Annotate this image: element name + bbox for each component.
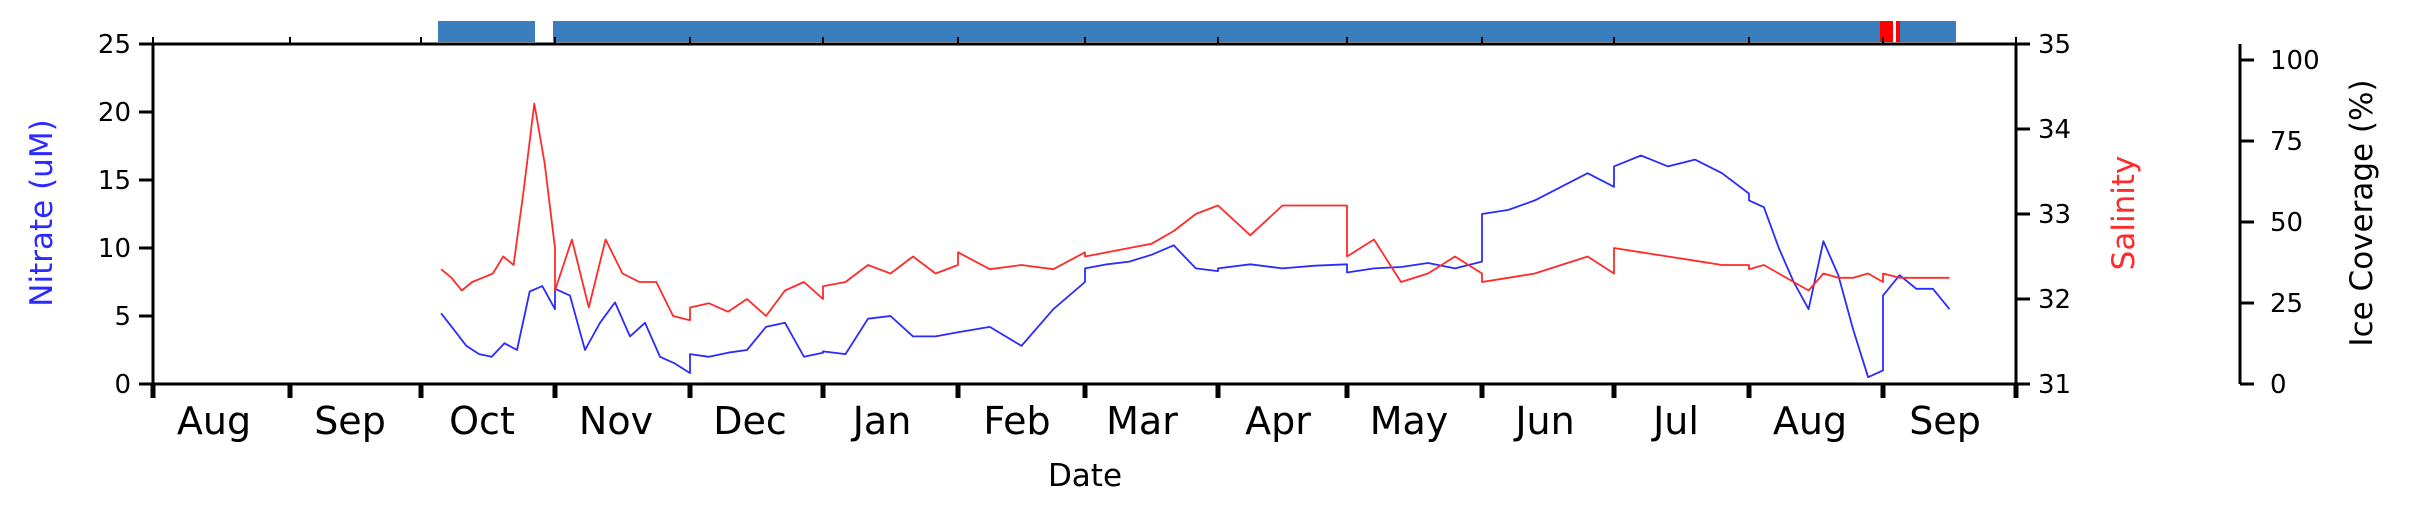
x-tick-label: Jan xyxy=(851,399,912,443)
series-layer xyxy=(440,102,1951,379)
y-right-tick-label: 33 xyxy=(2038,200,2071,230)
x-tick-label: Jul xyxy=(1651,399,1699,443)
x-tick-label: Jun xyxy=(1513,399,1574,443)
x-tick-label: Sep xyxy=(314,399,386,443)
ice-bar-gap xyxy=(1893,21,1896,42)
ice-axis-tick-label: 0 xyxy=(2270,370,2287,400)
y-left-tick-label: 10 xyxy=(98,234,131,264)
ice-axis-tick-label: 50 xyxy=(2270,208,2303,238)
y-left-tick-label: 25 xyxy=(98,30,131,60)
y-left-tick-label: 5 xyxy=(114,302,131,332)
y-left-tick-label: 0 xyxy=(114,370,131,400)
x-tick-label: Sep xyxy=(1909,399,1981,443)
series-line-salinity xyxy=(440,102,1950,322)
y-right-tick-label: 35 xyxy=(2038,30,2071,60)
ice-axis-label: Ice Coverage (%) xyxy=(2344,79,2380,346)
y-right-tick-label: 34 xyxy=(2038,115,2071,145)
x-axis-label: Date xyxy=(1048,458,1122,494)
y-axis-right-label: Salinity xyxy=(2106,156,2142,271)
y-right-tick-label: 31 xyxy=(2038,370,2071,400)
x-tick-label: Oct xyxy=(449,399,515,443)
x-tick-label: Nov xyxy=(579,399,653,443)
y-left-tick-label: 20 xyxy=(98,98,131,128)
ice-bar-segment-ice xyxy=(438,21,535,42)
x-tick-label: Dec xyxy=(713,399,787,443)
x-tick-label: Mar xyxy=(1106,399,1178,443)
ice-bar-segment-ice xyxy=(1900,21,1956,42)
x-tick-label: Feb xyxy=(983,399,1050,443)
x-tick-label: May xyxy=(1370,399,1449,443)
ice-bar-segment-ice xyxy=(553,21,1880,42)
ice-coverage-bar xyxy=(438,21,1956,42)
axes-layer: 0 5 10 15 20 25 31 32 33 34 35 0 25 50 75 100 Aug Sep Oct N… xyxy=(98,30,2320,443)
x-tick-label: Aug xyxy=(1773,399,1847,443)
y-axis-left-label: Nitrate (uM) xyxy=(24,119,60,306)
y-left-tick-label: 15 xyxy=(98,166,131,196)
y-right-tick-label: 32 xyxy=(2038,285,2071,315)
ice-axis-tick-label: 25 xyxy=(2270,289,2303,319)
ice-axis-tick-label: 100 xyxy=(2270,46,2320,76)
x-tick-label: Aug xyxy=(177,399,251,443)
ice-axis-tick-label: 75 xyxy=(2270,127,2303,157)
x-tick-label: Apr xyxy=(1245,399,1311,443)
series-line-nitrate-um xyxy=(440,154,1951,379)
